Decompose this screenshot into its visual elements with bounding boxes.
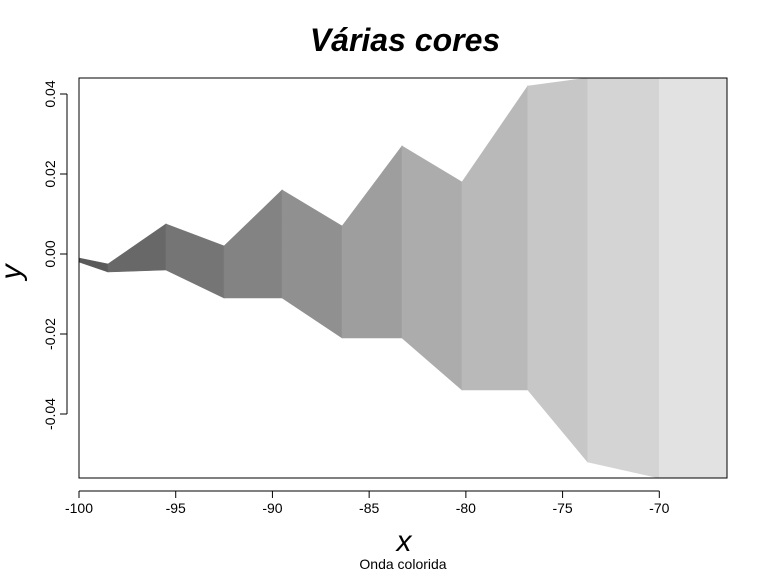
y-tick-label: -0.04 [42,398,58,430]
wave-segment [281,189,343,339]
wave-segment [107,223,167,273]
x-tick-label: -100 [65,500,93,516]
y-axis-label: y [0,263,28,282]
wave-segment [165,223,225,299]
wave-segment [658,77,728,479]
y-tick-label: 0.02 [42,160,58,187]
wave-segment [461,85,529,391]
wave-segment [587,77,660,479]
plot-frame [78,77,728,479]
wave-layer [78,77,728,479]
axes-layer: -100 -95 -90 -85 -80 -75 -70 -0.04 -0.02 0.00 0.02… [42,80,670,516]
wave-segment [223,189,283,299]
x-tick-label: -80 [456,500,476,516]
y-tick-label: -0.02 [42,318,58,350]
chart-title: Várias cores [310,22,500,58]
chart-subtitle: Onda colorida [359,556,446,572]
x-tick-label: -70 [649,500,669,516]
wave-segment [78,257,109,273]
x-tick-label: -90 [262,500,282,516]
x-tick-label: -85 [359,500,379,516]
wave-segment [341,145,403,339]
y-tick-label: 0.00 [42,240,58,267]
wave-segment [401,145,463,391]
x-tick-label: -75 [552,500,572,516]
wave-segment [527,77,589,463]
x-tick-label: -95 [166,500,186,516]
x-axis-label: x [395,525,413,558]
y-tick-label: 0.04 [42,80,58,107]
